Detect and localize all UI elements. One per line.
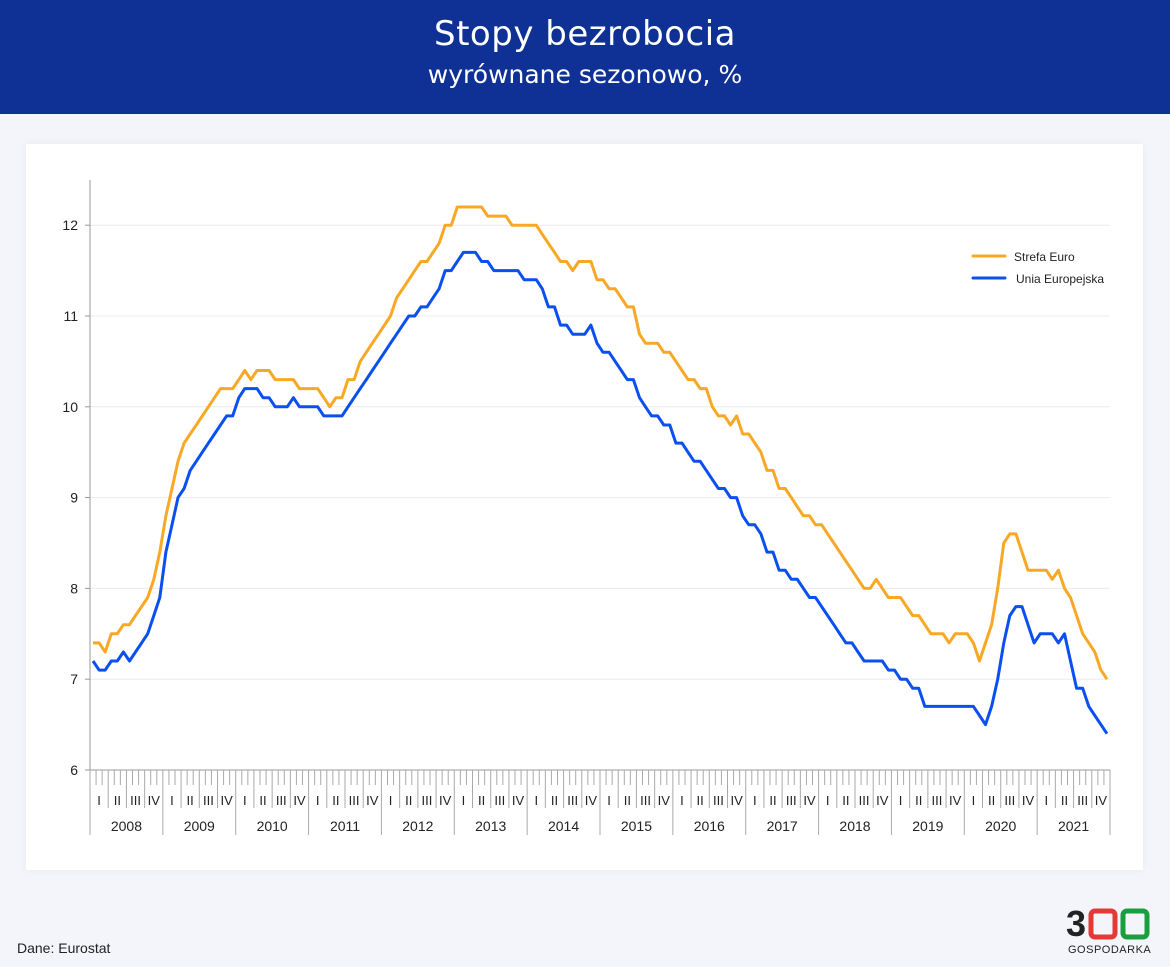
- quarter-label: I: [753, 793, 757, 808]
- quarter-label: I: [97, 793, 101, 808]
- y-tick-label: 10: [62, 399, 78, 415]
- quarter-label: IV: [366, 793, 379, 808]
- year-label: 2019: [912, 818, 943, 834]
- year-label: 2011: [330, 818, 360, 834]
- quarter-label: III: [130, 793, 141, 808]
- quarter-label: IV: [730, 793, 743, 808]
- svg-text:3: 3: [1066, 906, 1086, 944]
- quarter-label: II: [405, 793, 412, 808]
- quarter-label: I: [243, 793, 247, 808]
- quarter-label: III: [349, 793, 360, 808]
- quarter-label: I: [462, 793, 466, 808]
- quarter-label: III: [1077, 793, 1088, 808]
- quarter-label: III: [1004, 793, 1015, 808]
- quarter-label: II: [624, 793, 631, 808]
- header-banner: Stopy bezrobocia wyrównane sezonowo, %: [0, 0, 1170, 114]
- quarter-label: IV: [1022, 793, 1035, 808]
- year-label: 2017: [767, 818, 798, 834]
- quarter-label: I: [607, 793, 611, 808]
- quarter-label: IV: [439, 793, 452, 808]
- chart-card: [26, 144, 1143, 870]
- chart-title: Stopy bezrobocia: [434, 14, 736, 54]
- source-note: Dane: Eurostat: [17, 940, 111, 956]
- quarter-label: I: [534, 793, 538, 808]
- legend-label: Strefa Euro: [1014, 250, 1075, 264]
- quarter-label: I: [170, 793, 174, 808]
- quarter-label: IV: [876, 793, 889, 808]
- y-tick-label: 12: [62, 217, 78, 233]
- quarter-label: IV: [512, 793, 525, 808]
- year-label: 2013: [475, 818, 506, 834]
- quarter-label: I: [316, 793, 320, 808]
- quarter-label: I: [680, 793, 684, 808]
- y-tick-label: 9: [70, 490, 78, 506]
- quarter-label: III: [786, 793, 797, 808]
- quarter-label: II: [842, 793, 849, 808]
- quarter-label: III: [713, 793, 724, 808]
- quarter-label: IV: [585, 793, 598, 808]
- quarter-label: III: [276, 793, 287, 808]
- quarter-label: IV: [949, 793, 962, 808]
- quarter-label: IV: [1095, 793, 1108, 808]
- quarter-label: IV: [293, 793, 306, 808]
- quarter-label: I: [826, 793, 830, 808]
- quarter-label: II: [332, 793, 339, 808]
- y-tick-label: 6: [70, 762, 78, 778]
- quarter-label: II: [1061, 793, 1068, 808]
- legend-label: Unia Europejska: [1016, 272, 1104, 286]
- quarter-label: II: [259, 793, 266, 808]
- quarter-label: II: [988, 793, 995, 808]
- year-label: 2021: [1058, 818, 1089, 834]
- y-tick-label: 11: [63, 308, 78, 324]
- quarter-label: III: [494, 793, 505, 808]
- quarter-label: II: [114, 793, 121, 808]
- quarter-label: III: [567, 793, 578, 808]
- quarter-label: IV: [148, 793, 161, 808]
- year-label: 2016: [694, 818, 725, 834]
- series-line-strefa-euro: [93, 205, 1109, 681]
- quarter-label: II: [697, 793, 704, 808]
- quarter-label: III: [859, 793, 870, 808]
- svg-text:GOSPODARKA: GOSPODARKA: [1068, 944, 1151, 956]
- year-label: 2018: [839, 818, 870, 834]
- year-label: 2015: [621, 818, 652, 834]
- year-label: 2020: [985, 818, 1016, 834]
- year-label: 2014: [548, 818, 579, 834]
- quarter-label: I: [1044, 793, 1048, 808]
- logo-300-gospodarka: 3 GOSPODARKA: [1066, 906, 1151, 956]
- quarter-label: IV: [803, 793, 816, 808]
- quarter-label: I: [389, 793, 393, 808]
- year-label: 2009: [184, 818, 215, 834]
- quarter-label: III: [640, 793, 651, 808]
- quarter-label: II: [915, 793, 922, 808]
- quarter-label: IV: [220, 793, 233, 808]
- y-tick-label: 8: [70, 580, 78, 596]
- year-label: 2012: [402, 818, 433, 834]
- quarter-label: II: [769, 793, 776, 808]
- quarter-label: III: [932, 793, 943, 808]
- quarter-label: II: [551, 793, 558, 808]
- year-label: 2008: [111, 818, 142, 834]
- quarter-label: I: [972, 793, 976, 808]
- quarter-label: I: [899, 793, 903, 808]
- series-line-unia-europejska: [91, 250, 1109, 735]
- quarter-label: III: [203, 793, 214, 808]
- quarter-label: II: [478, 793, 485, 808]
- quarter-label: III: [422, 793, 433, 808]
- chart-subtitle: wyrównane sezonowo, %: [427, 60, 743, 89]
- quarter-label: IV: [658, 793, 671, 808]
- y-tick-label: 7: [70, 671, 78, 687]
- quarter-label: II: [187, 793, 194, 808]
- year-label: 2010: [257, 818, 288, 834]
